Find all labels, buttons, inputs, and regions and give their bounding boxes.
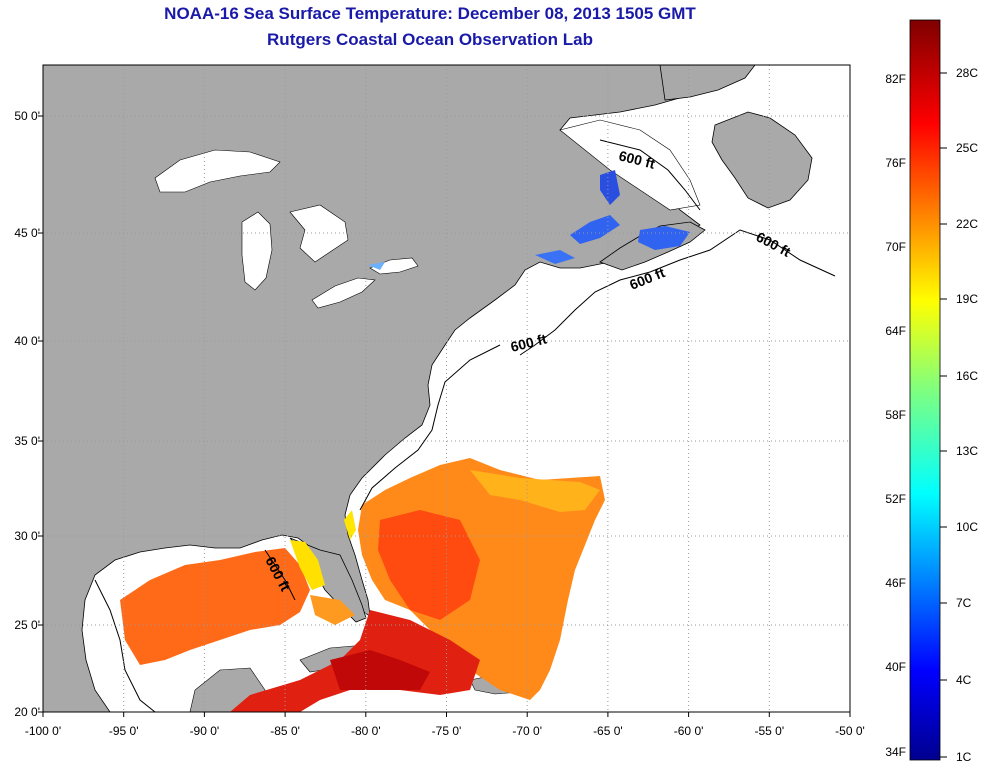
lat-tick-label: 50 0' [14,109,40,123]
colorbar-label-f: 76F [885,156,906,170]
lon-tick-label: -80 0' [351,724,381,738]
lon-tick-label: -100 0' [25,724,61,738]
lat-tick-label: 40 0' [14,334,40,348]
lat-tick-label: 20 0' [14,705,40,719]
lat-tick-label: 35 0' [14,434,40,448]
lake-superior [154,149,281,193]
sst-cold-patches [368,170,690,270]
lon-tick-label: -85 0' [270,724,300,738]
lon-tick-label: -65 0' [593,724,623,738]
lon-tick-label: -55 0' [754,724,784,738]
graticule [38,65,851,717]
lon-tick-label: -75 0' [432,724,462,738]
colorbar-label-f: 40F [885,660,906,674]
lat-tick-label: 25 0' [14,618,40,632]
colorbar-label-c: 10C [956,520,978,534]
colorbar-label-c: 1C [956,750,972,764]
lon-tick-label: -95 0' [109,724,139,738]
colorbar-label-c: 4C [956,673,972,687]
lat-tick-label: 45 0' [14,226,40,240]
colorbar-label-f: 52F [885,492,906,506]
land-newfoundland [711,111,813,209]
colorbar-label-f: 70F [885,240,906,254]
colorbar-label-c: 22C [956,217,978,231]
colorbar-label-c: 25C [956,141,978,155]
map-subtitle: Rutgers Coastal Ocean Observation Lab [267,30,593,49]
map-frame [42,64,851,713]
lake-ontario [369,257,419,275]
colorbar-label-c: 13C [956,444,978,458]
colorbar-label-f: 34F [885,745,906,759]
colorbar-label-f: 58F [885,408,906,422]
lake-erie [311,277,376,309]
lon-tick-label: -70 0' [512,724,542,738]
colorbar-label-c: 7C [956,596,972,610]
colorbar-label-f: 46F [885,576,906,590]
colorbar-label-c: 19C [956,292,978,306]
lake-michigan [241,211,273,291]
lon-tick-label: -60 0' [674,724,704,738]
gulf-st-lawrence [559,119,701,211]
map-title: NOAA-16 Sea Surface Temperature: Decembe… [164,4,696,23]
lat-tick-label: 30 0' [14,529,40,543]
isobath-600ft [94,139,836,712]
colorbar [909,19,941,761]
land-labrador [659,65,756,101]
lon-tick-label: -50 0' [835,724,865,738]
colorbar-label-f: 82F [885,72,906,86]
sst-warm-patches [120,458,605,712]
lon-tick-label: -90 0' [190,724,220,738]
colorbar-label-f: 64F [885,324,906,338]
colorbar-label-c: 28C [956,66,978,80]
colorbar-label-c: 16C [956,369,978,383]
